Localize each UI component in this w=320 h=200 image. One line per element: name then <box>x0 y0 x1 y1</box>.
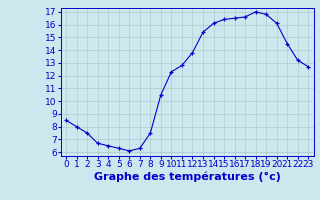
X-axis label: Graphe des températures (°c): Graphe des températures (°c) <box>94 172 281 182</box>
